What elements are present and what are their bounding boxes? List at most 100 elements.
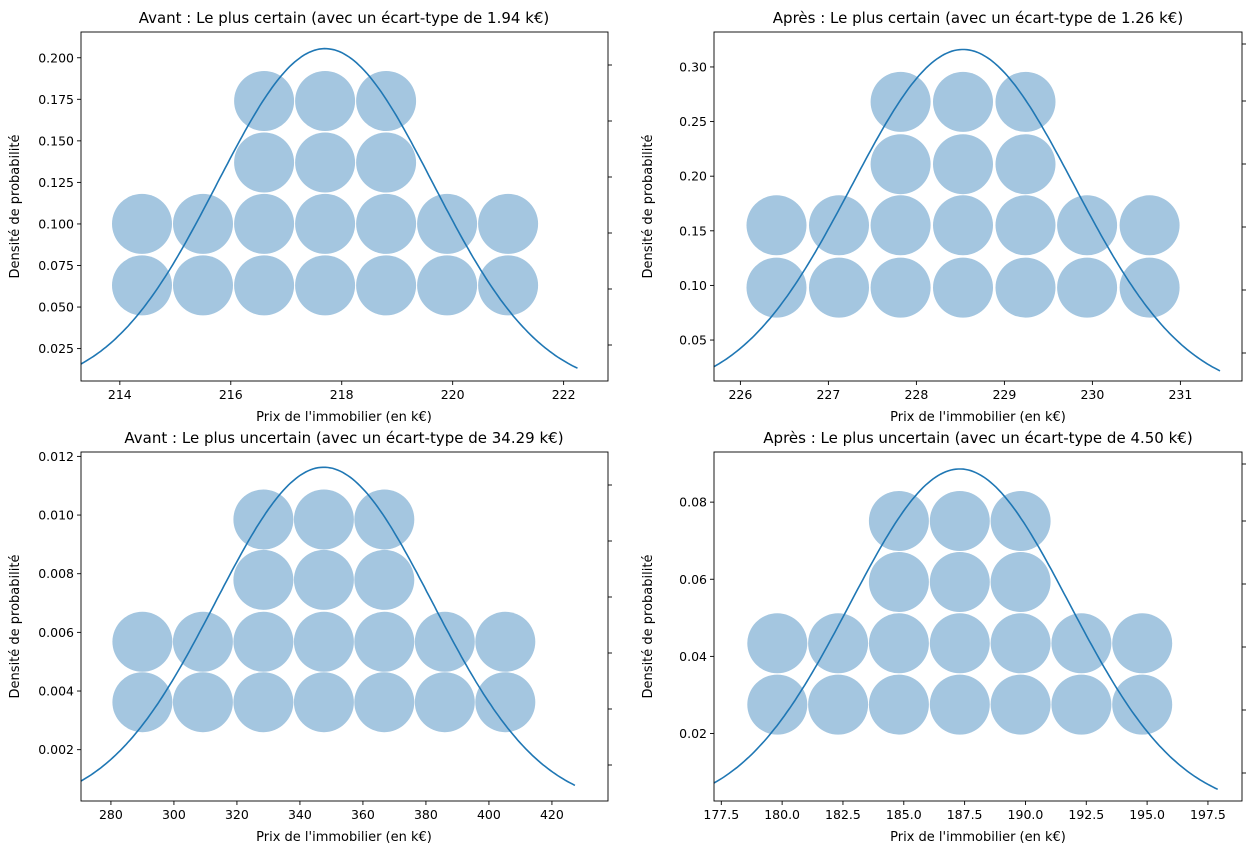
y-axis-label: Densité de probabilité <box>8 135 23 279</box>
bubble-point <box>1051 674 1112 735</box>
x-tick-label: 190.0 <box>1008 807 1044 822</box>
bubble-point <box>234 71 295 131</box>
bubble-point <box>112 672 173 733</box>
bubble-point <box>995 195 1056 256</box>
x-tick-label: 214 <box>108 387 132 402</box>
x-tick-label: 218 <box>330 387 354 402</box>
bubble-point <box>293 611 354 672</box>
x-tick-label: 340 <box>288 807 312 822</box>
y-axis-label: Densité de probabilité <box>641 135 656 279</box>
bubble-point <box>929 613 990 674</box>
y-tick-label: 0.15 <box>679 223 707 238</box>
x-tick-label: 320 <box>225 807 249 822</box>
x-tick-label: 182.5 <box>825 807 861 822</box>
axes-layer: 226 227 228 229 230 231 0.05 0.10 0.15 0.20 0.25 0.… <box>679 31 1246 402</box>
bubble-point <box>809 257 869 318</box>
density-curve <box>713 468 1219 791</box>
bubbles-layer <box>112 71 539 316</box>
x-tick-label: 231 <box>1168 387 1192 402</box>
bubble-point <box>995 134 1056 195</box>
x-tick-label: 185.0 <box>886 807 922 822</box>
bubble-point <box>868 552 929 612</box>
bubble-point <box>933 257 993 318</box>
bubble-point <box>990 552 1051 612</box>
bubble-point <box>990 491 1051 551</box>
bubble-point <box>933 134 993 195</box>
bubble-point <box>233 489 294 550</box>
x-tick-label: 192.5 <box>1068 807 1104 822</box>
bubble-point <box>295 193 356 254</box>
bubble-point <box>1057 257 1118 318</box>
panel-title: Avant : Le plus certain (avec un écart-t… <box>139 9 550 27</box>
x-tick-label: 216 <box>219 387 243 402</box>
x-tick-label: 380 <box>414 807 438 822</box>
bubble-point <box>747 674 808 735</box>
bubble-point <box>295 255 356 316</box>
plot-frame <box>713 31 1243 382</box>
bubble-point <box>868 613 929 674</box>
y-tick-label: 0.10 <box>679 278 707 293</box>
panel-title: Après : Le plus uncertain (avec un écart… <box>763 429 1192 447</box>
bubble-point <box>354 489 415 550</box>
bubble-point <box>354 672 415 733</box>
bubble-point <box>870 195 931 256</box>
plot-frame <box>80 31 609 382</box>
bubble-point <box>417 193 478 254</box>
panel-title: Après : Le plus certain (avec un écart-t… <box>773 9 1183 27</box>
bubble-point <box>233 611 294 672</box>
bubble-point <box>868 491 929 551</box>
axes-layer: 177.5 180.0 182.5 185.0 187.5 190.0 192.5 195.0… <box>679 451 1246 822</box>
x-tick-label: 177.5 <box>703 807 739 822</box>
bubble-point <box>746 195 807 256</box>
axes-layer: 214 216 218 220 222 0.025 0.050 0.075 0.100 0.125… <box>38 31 612 402</box>
y-tick-label: 0.025 <box>38 341 74 356</box>
bubble-point <box>990 674 1051 735</box>
x-axis-label: Prix de l'immobilier (en k€) <box>890 410 1066 425</box>
bubble-point <box>929 674 990 735</box>
x-tick-label: 220 <box>441 387 465 402</box>
bubble-point <box>356 71 417 131</box>
bubble-point <box>293 672 354 733</box>
bubble-point <box>870 257 931 318</box>
y-axis-label: Densité de probabilité <box>641 555 656 699</box>
bubble-point <box>172 672 233 733</box>
bubble-point <box>417 255 478 316</box>
x-tick-label: 195.0 <box>1129 807 1165 822</box>
y-tick-label: 0.06 <box>679 572 707 587</box>
bubble-point <box>234 193 295 254</box>
y-tick-label: 0.200 <box>38 50 74 65</box>
y-tick-label: 0.010 <box>38 508 74 523</box>
bubble-point <box>995 71 1056 132</box>
bubble-point <box>234 255 295 316</box>
bubble-point <box>475 672 536 733</box>
x-tick-label: 228 <box>904 387 928 402</box>
x-tick-label: 222 <box>552 387 576 402</box>
bubble-point <box>356 255 417 316</box>
bubble-point <box>933 195 993 256</box>
bubble-point <box>478 255 539 316</box>
y-tick-label: 0.25 <box>679 114 707 129</box>
bubble-point <box>173 255 233 316</box>
y-tick-label: 0.02 <box>679 726 707 741</box>
bubble-point <box>1057 195 1118 256</box>
bubbles-layer <box>112 489 536 733</box>
x-tick-label: 400 <box>477 807 501 822</box>
panel-apres-uncertain: Après : Le plus uncertain (avec un écart… <box>641 429 1246 845</box>
bubble-point <box>1119 195 1180 256</box>
bubble-point <box>293 549 354 610</box>
y-tick-label: 0.08 <box>679 495 707 510</box>
plot-frame <box>80 451 609 802</box>
curve-layer <box>713 468 1219 791</box>
x-tick-label: 197.5 <box>1190 807 1226 822</box>
bubble-point <box>354 611 415 672</box>
curve-layer <box>80 47 578 369</box>
y-tick-label: 0.008 <box>38 566 74 581</box>
bubble-point <box>233 549 294 610</box>
panel-avant-certain: Avant : Le plus certain (avec un écart-t… <box>8 9 612 425</box>
y-tick-label: 0.004 <box>38 684 74 699</box>
bubble-point <box>1051 613 1112 674</box>
axes-layer: 280 300 320 340 360 380 400 420 0.002 0.004 0.006 0… <box>38 449 612 822</box>
x-axis-label: Prix de l'immobilier (en k€) <box>256 410 432 425</box>
x-tick-label: 180.0 <box>764 807 800 822</box>
